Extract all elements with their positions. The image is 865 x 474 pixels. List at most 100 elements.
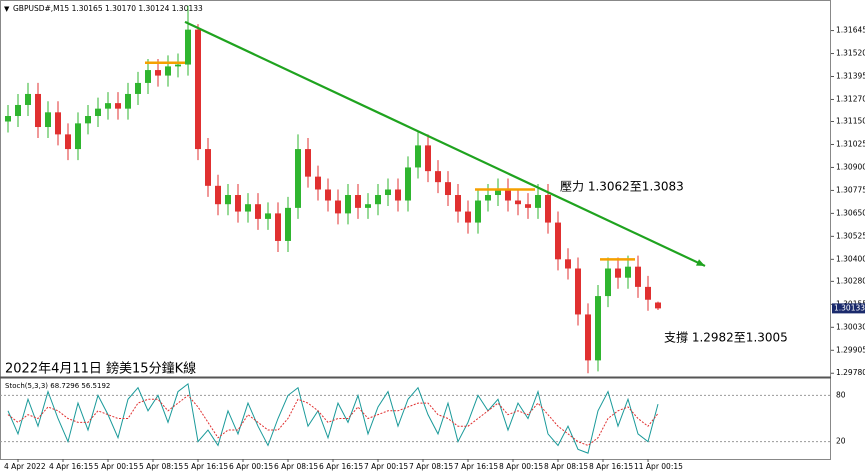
y-tick-label: 1.31645 — [836, 26, 865, 35]
y-tick-label: 1.30900 — [836, 162, 865, 171]
candle-body — [135, 82, 141, 94]
candle-body — [195, 29, 201, 150]
candle-body — [125, 93, 131, 109]
resistance-note: 壓力 1.3062至1.3083 — [560, 180, 684, 194]
last-price-box — [832, 303, 865, 314]
x-tick-label: 6 Apr 08:15 — [274, 462, 318, 471]
y-tick-label: 1.31270 — [836, 94, 865, 103]
candle-body — [225, 195, 231, 205]
candle-body — [525, 204, 531, 208]
dropdown-icon[interactable]: ▼ — [4, 5, 10, 13]
candle-body — [105, 103, 111, 109]
y-tick-label: 1.31520 — [836, 49, 865, 58]
candle-body — [215, 185, 221, 205]
y-tick-label: 1.31150 — [836, 117, 865, 126]
candle-body — [295, 149, 301, 208]
trend-arrowhead — [696, 259, 705, 266]
x-tick-label: 5 Apr 08:15 — [139, 462, 183, 471]
candle-body — [575, 268, 581, 315]
candle-body — [375, 195, 381, 205]
candle-body — [35, 93, 41, 128]
x-tick-label: 5 Apr 00:15 — [94, 462, 138, 471]
x-tick-label: 4 Apr 16:15 — [49, 462, 93, 471]
candle-body — [465, 211, 471, 223]
candle-body — [265, 213, 271, 219]
y-tick-label: 20 — [836, 437, 846, 446]
candle-body — [205, 149, 211, 186]
y-tick-label: 1.29905 — [836, 345, 865, 354]
x-tick-label: 7 Apr 08:15 — [409, 462, 453, 471]
candle-body — [355, 195, 361, 208]
candle-body — [45, 112, 51, 128]
x-tick-label: 4 Apr 2022 — [4, 462, 46, 471]
candle-body — [425, 145, 431, 172]
candle-body — [165, 66, 171, 76]
y-tick-label: 1.29780 — [836, 368, 865, 377]
candle-body — [345, 195, 351, 214]
x-tick-label: 8 Apr 08:15 — [544, 462, 588, 471]
candle-body — [475, 200, 481, 223]
symbol-header: GBPUSD#,M15 1.30165 1.30170 1.30124 1.30… — [13, 4, 203, 13]
x-tick-label: 8 Apr 00:15 — [499, 462, 543, 471]
candle-body — [285, 207, 291, 241]
candle-body — [55, 112, 61, 135]
candle-body — [455, 195, 461, 212]
stoch-line — [7, 394, 659, 447]
candle-body — [145, 70, 151, 83]
candle-body — [335, 200, 341, 214]
candle-body — [65, 134, 71, 150]
x-tick-label: 5 Apr 16:15 — [184, 462, 228, 471]
plot-frame — [0, 0, 831, 460]
support-note: 支撐 1.2982至1.3005 — [664, 331, 788, 345]
candle-body — [635, 266, 641, 287]
candle-body — [615, 268, 621, 278]
candle-body — [95, 108, 101, 117]
candle-body — [85, 116, 91, 124]
candle-body — [405, 167, 411, 201]
candle-body — [605, 268, 611, 297]
candle-body — [185, 29, 191, 65]
trend-line — [184, 20, 706, 267]
candle-body — [595, 296, 601, 361]
candle-body — [75, 123, 81, 150]
candle-body — [25, 93, 31, 105]
x-tick-label: 8 Apr 16:15 — [589, 462, 633, 471]
candle-body — [545, 195, 551, 223]
x-tick-label: 11 Apr 00:15 — [634, 462, 683, 471]
y-tick-label: 1.30400 — [836, 254, 865, 263]
y-tick-label: 1.30030 — [836, 322, 865, 331]
stoch-label: Stoch(5,3,3) 68.7296 56.5192 — [5, 382, 110, 390]
y-tick-label: 1.30650 — [836, 208, 865, 217]
candle-body — [435, 171, 441, 183]
candle-body — [325, 189, 331, 201]
candle-body — [505, 189, 511, 201]
candle-body — [175, 64, 181, 67]
candle-body — [485, 195, 491, 201]
x-tick-label: 6 Apr 16:15 — [319, 462, 363, 471]
candle-body — [535, 195, 541, 208]
candle-body — [445, 182, 451, 196]
y-tick-label: 1.30525 — [836, 231, 865, 240]
y-tick-label: 1.30775 — [836, 185, 865, 194]
last-price-label: 1.30133 — [834, 303, 865, 312]
candle-body — [365, 204, 371, 208]
y-tick-label: 1.31395 — [836, 71, 865, 80]
candle-body — [395, 189, 401, 201]
candle-body — [415, 145, 421, 168]
candle-body — [655, 302, 661, 309]
candle-body — [585, 314, 591, 361]
candle-body — [115, 103, 121, 109]
candle-body — [625, 266, 631, 278]
x-tick-label: 6 Apr 00:15 — [229, 462, 273, 471]
candle-body — [565, 259, 571, 269]
candle-body — [15, 104, 21, 117]
candle-body — [235, 195, 241, 212]
candle-body — [245, 204, 251, 212]
candle-body — [515, 200, 521, 205]
x-tick-label: 7 Apr 16:15 — [454, 462, 498, 471]
candle-body — [645, 286, 651, 300]
candle-body — [555, 222, 561, 260]
candle-body — [315, 176, 321, 190]
chart-caption: 2022年4月11日 鎊美15分鐘K線 — [5, 361, 196, 377]
candle-body — [385, 189, 391, 196]
